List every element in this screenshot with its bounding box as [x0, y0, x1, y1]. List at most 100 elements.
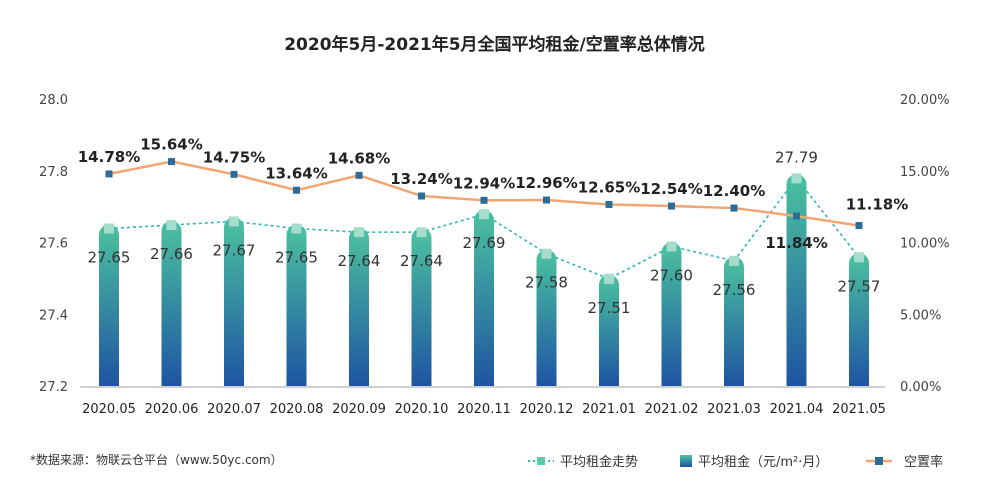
trend-marker	[104, 223, 114, 234]
y-tick-right: 0.00%	[900, 380, 941, 395]
bar	[161, 220, 182, 386]
vacancy-marker	[793, 212, 800, 220]
x-tick-label: 2020.08	[270, 402, 324, 417]
vacancy-value-label: 12.40%	[703, 182, 765, 200]
x-tick-label: 2021.04	[770, 402, 824, 417]
vacancy-value-label: 12.96%	[515, 174, 577, 192]
trend-marker	[729, 255, 739, 266]
legend-label: 空置率	[904, 455, 944, 470]
vacancy-marker	[168, 158, 175, 166]
legend-trend-swatch	[528, 456, 554, 465]
bar-value-label: 27.65	[275, 249, 318, 267]
trend-marker	[291, 223, 302, 234]
x-tick-label: 2020.11	[457, 402, 511, 417]
vacancy-marker	[480, 196, 488, 204]
trend-marker	[854, 252, 864, 263]
y-tick-right: 20.00%	[900, 93, 950, 108]
bar	[849, 253, 869, 386]
y-tick-left: 27.6	[39, 237, 68, 252]
vacancy-value-label: 11.84%	[765, 234, 827, 252]
y-tick-right: 5.00%	[900, 308, 941, 323]
trend-marker	[541, 248, 552, 259]
y-tick-right: 10.00%	[900, 237, 950, 252]
vacancy-marker	[543, 196, 550, 204]
legend-vacancy[interactable]: 空置率	[866, 451, 943, 470]
bar-value-label: 27.79	[775, 148, 818, 166]
x-tick-label: 2020.07	[207, 402, 261, 417]
bar	[224, 217, 244, 386]
legend-vacancy-swatch	[866, 456, 892, 465]
legend-label: 平均租金走势	[560, 455, 639, 470]
vacancy-value-label: 13.64%	[265, 164, 327, 182]
bar-value-label: 27.64	[338, 252, 381, 270]
bar-value-label: 27.67	[213, 241, 256, 259]
bar-value-label: 27.69	[463, 234, 506, 252]
x-tick-label: 2020.05	[82, 402, 136, 417]
trend-marker	[666, 241, 677, 252]
vacancy-value-label: 12.94%	[453, 174, 515, 192]
y-tick-left: 28.0	[39, 93, 68, 108]
bar	[724, 256, 744, 386]
vacancy-marker	[605, 200, 613, 208]
bar	[99, 224, 119, 386]
trend-marker	[604, 273, 614, 284]
bar-value-label: 27.65	[88, 249, 131, 267]
legend-label: 平均租金（元/m²·月）	[698, 455, 829, 470]
chart-title: 2020年5月-2021年5月全国平均租金/空置率总体情况	[284, 35, 705, 55]
vacancy-value-label: 13.24%	[390, 170, 452, 188]
vacancy-marker	[355, 171, 363, 179]
vacancy-marker	[105, 170, 113, 178]
legend-trend[interactable]: 平均租金走势	[528, 451, 638, 470]
bar-value-label: 27.64	[400, 252, 443, 270]
x-tick-label: 2021.01	[582, 402, 636, 417]
legend-rent[interactable]: 平均租金（元/m²·月）	[680, 451, 828, 470]
vacancy-value-label: 14.75%	[203, 148, 265, 166]
vacancy-value-label: 14.78%	[78, 148, 140, 166]
bar-value-label: 27.57	[838, 277, 881, 295]
bar-value-label: 27.56	[713, 281, 756, 299]
vacancy-value-label: 11.18%	[846, 196, 908, 214]
vacancy-marker	[293, 186, 300, 194]
bar	[599, 274, 619, 386]
trend-marker	[479, 209, 489, 220]
vacancy-value-label: 14.68%	[328, 149, 390, 167]
y-tick-left: 27.4	[39, 308, 68, 323]
x-tick-label: 2020.10	[395, 402, 449, 417]
y-tick-right: 15.00%	[900, 165, 950, 180]
vacancy-marker	[418, 192, 425, 200]
bar	[661, 242, 682, 386]
x-tick-label: 2020.06	[145, 402, 199, 417]
data-source-note: *数据来源：物联云仓平台（www.50yc.com）	[30, 453, 283, 467]
bar-value-label: 27.51	[588, 299, 631, 317]
trend-marker	[229, 216, 239, 227]
x-tick-label: 2020.12	[520, 402, 574, 417]
vacancy-value-label: 15.64%	[140, 136, 202, 154]
bar	[349, 228, 369, 386]
bar-value-label: 27.66	[150, 245, 193, 263]
bar	[474, 210, 494, 386]
trend-marker	[166, 219, 177, 230]
vacancy-marker	[855, 222, 863, 230]
bar	[536, 249, 557, 386]
vacancy-marker	[230, 170, 238, 178]
bar	[411, 228, 432, 386]
bar	[786, 174, 807, 386]
vacancy-value-label: 12.54%	[640, 180, 702, 198]
bar-value-label: 27.58	[525, 274, 568, 292]
legend-rent-swatch	[680, 454, 692, 467]
trend-marker	[354, 227, 364, 238]
x-tick-label: 2021.02	[645, 402, 699, 417]
vacancy-marker	[730, 204, 738, 212]
x-tick-label: 2020.09	[332, 402, 386, 417]
y-tick-left: 27.8	[39, 165, 68, 180]
x-tick-label: 2021.05	[832, 402, 886, 417]
y-tick-left: 27.2	[39, 380, 68, 395]
trend-marker	[791, 173, 802, 184]
vacancy-marker	[668, 202, 675, 210]
x-tick-label: 2021.03	[707, 402, 761, 417]
vacancy-value-label: 12.65%	[578, 178, 640, 196]
bar-value-label: 27.60	[650, 267, 693, 285]
trend-marker	[416, 227, 427, 238]
